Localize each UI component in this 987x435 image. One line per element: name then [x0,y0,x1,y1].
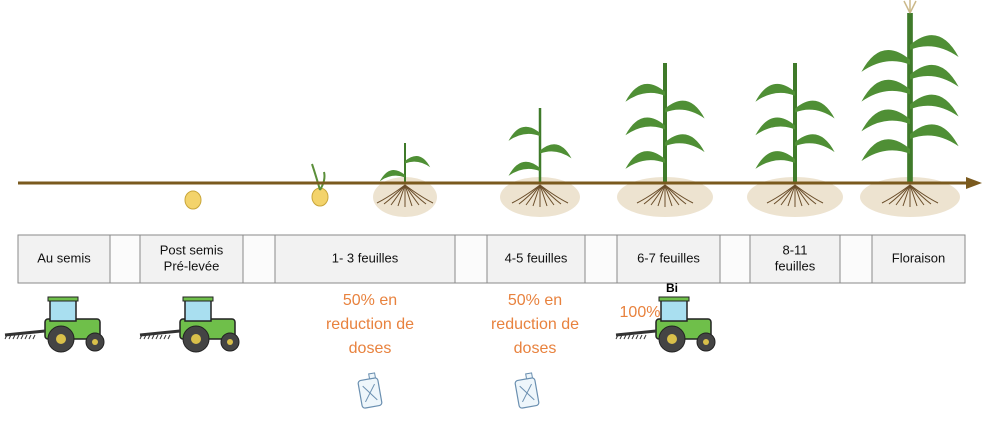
note: doses [349,340,392,357]
tractor-cab [661,299,687,321]
wheel-hub [703,339,709,345]
can-cap [526,373,533,379]
note: reduction de [326,316,414,333]
wheel-hub [191,334,201,344]
wheel-hub [667,334,677,344]
seed [185,191,201,209]
stage-label: feuilles [775,258,816,273]
gap-cell [721,236,750,283]
gap-cell [111,236,140,283]
tractor-roof [48,297,78,301]
stage-label: Post semis [160,242,224,257]
stage-label: 6-7 feuilles [637,250,700,265]
stage-label: 8-11 [782,242,807,257]
tractor-label: Bi [666,281,678,295]
note: 100% [620,304,661,321]
tractor-roof [183,297,213,301]
note: doses [514,340,557,357]
seed [312,188,328,206]
tractor-cab [185,299,211,321]
can-cap [369,373,376,379]
wheel-hub [227,339,233,345]
stage-label: Au semis [37,250,91,265]
stage-label: Floraison [892,250,945,265]
stage-label: 4-5 feuilles [505,250,568,265]
wheel-hub [92,339,98,345]
note: 50% en [508,292,562,309]
diagram: Au semis Post semisPré-levée 1- 3 feuilles… [0,0,987,430]
stage-label: 1- 3 feuilles [332,250,399,265]
tractor-cab [50,299,76,321]
note: reduction de [491,316,579,333]
gap-cell [586,236,617,283]
stage-label: Pré-levée [164,258,220,273]
background [0,0,987,430]
gap-cell [456,236,487,283]
note: 50% en [343,292,397,309]
gap-cell [841,236,872,283]
tractor-roof [659,297,689,301]
wheel-hub [56,334,66,344]
gap-cell [244,236,275,283]
